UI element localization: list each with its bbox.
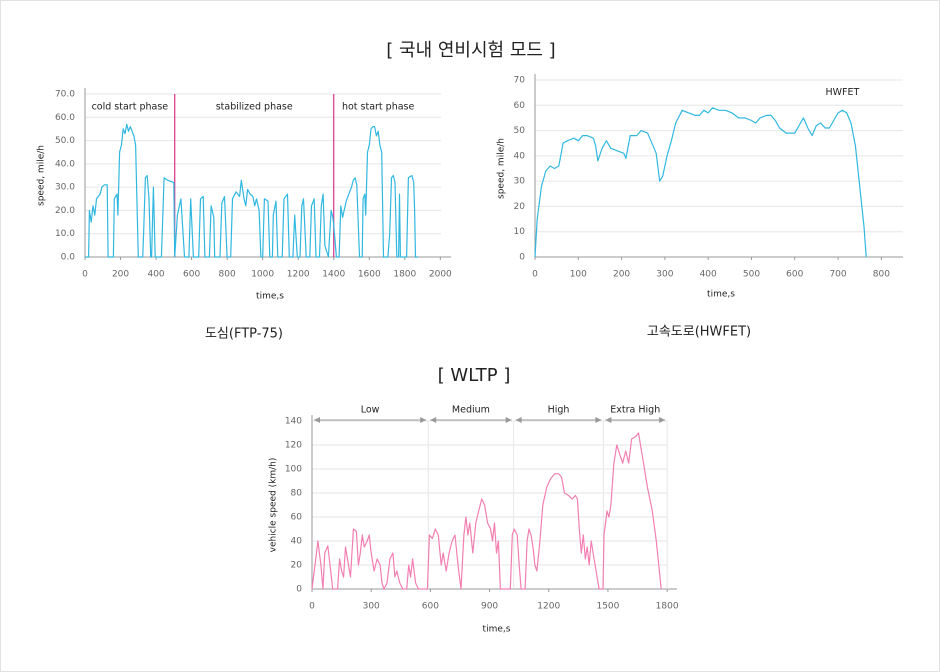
y-tick-label: 20 — [514, 202, 526, 212]
x-axis-label: time,s — [707, 290, 735, 300]
y-tick-label: 60 — [291, 513, 303, 523]
x-axis-label: time,s — [483, 625, 511, 635]
data-line — [534, 107, 867, 258]
y-axis-label: vehicle speed (km/h) — [269, 458, 279, 553]
arrow-head — [515, 417, 522, 423]
phase-label: Low — [361, 405, 380, 416]
x-tick-label: 800 — [219, 270, 236, 280]
x-tick-label: 0 — [532, 270, 538, 280]
y-tick-label: 50.0 — [55, 136, 75, 146]
x-tick-label: 1800 — [393, 270, 416, 280]
arrow-head — [595, 417, 602, 423]
y-tick-label: 30 — [514, 177, 526, 187]
x-tick-label: 200 — [112, 270, 129, 280]
phase-label: stabilized phase — [216, 102, 293, 113]
phase-label: cold start phase — [92, 102, 169, 113]
y-tick-label: 0 — [519, 253, 525, 263]
y-tick-label: 60.0 — [55, 113, 75, 123]
y-tick-label: 10.0 — [55, 229, 75, 239]
x-tick-label: 700 — [829, 270, 846, 280]
x-tick-label: 1200 — [287, 270, 310, 280]
y-tick-label: 30.0 — [55, 183, 75, 193]
x-tick-label: 0 — [309, 602, 315, 612]
chart-title: [ WLTP ] — [438, 365, 511, 386]
y-tick-label: 70.0 — [55, 90, 75, 100]
y-tick-label: 40 — [514, 151, 526, 161]
x-tick-label: 400 — [700, 270, 717, 280]
x-tick-label: 600 — [786, 270, 803, 280]
y-tick-label: 0.0 — [61, 253, 76, 263]
y-tick-label: 60 — [514, 101, 526, 111]
data-line — [311, 432, 662, 590]
y-tick-label: 100 — [285, 465, 302, 475]
x-axis-label: time,s — [256, 292, 284, 302]
phase-label: Medium — [452, 405, 490, 416]
x-tick-label: 300 — [656, 270, 673, 280]
y-tick-label: 70 — [514, 76, 526, 86]
y-tick-label: 20 — [291, 561, 303, 571]
arrow-head — [420, 417, 427, 423]
arrow-head — [605, 417, 612, 423]
arrow-head — [430, 417, 437, 423]
x-tick-label: 1000 — [251, 270, 274, 280]
y-tick-label: 40.0 — [55, 159, 75, 169]
phase-label: hot start phase — [342, 102, 415, 113]
x-tick-label: 500 — [743, 270, 760, 280]
heading: [ 국내 연비시험 모드 ] — [386, 40, 555, 61]
arrow-head — [314, 417, 320, 423]
x-tick-label: 200 — [613, 270, 630, 280]
y-tick-label: 140 — [285, 417, 302, 427]
x-tick-label: 2000 — [429, 270, 452, 280]
data-line — [85, 123, 419, 258]
annotation: HWFET — [825, 87, 859, 98]
x-tick-label: 900 — [481, 602, 498, 612]
x-tick-label: 1200 — [537, 602, 560, 612]
y-tick-label: 50 — [514, 126, 526, 136]
x-tick-label: 300 — [363, 602, 380, 612]
y-tick-label: 40 — [291, 537, 303, 547]
x-tick-label: 800 — [873, 270, 890, 280]
x-tick-label: 1400 — [322, 270, 345, 280]
arrow-head — [659, 417, 666, 423]
x-tick-label: 1800 — [656, 602, 679, 612]
phase-label: High — [548, 405, 570, 416]
x-tick-label: 1500 — [596, 602, 619, 612]
phase-label: Extra High — [610, 405, 660, 416]
y-axis-label: speed, mile/h — [497, 138, 507, 199]
x-tick-label: 0 — [82, 270, 88, 280]
x-tick-label: 400 — [147, 270, 164, 280]
chart-caption: 도심(FTP-75) — [205, 327, 283, 342]
y-tick-label: 120 — [285, 441, 302, 451]
y-tick-label: 0 — [296, 585, 302, 595]
chart-caption: 고속도로(HWFET) — [647, 325, 751, 340]
y-axis-label: speed, mile/h — [37, 145, 47, 206]
x-tick-label: 100 — [570, 270, 587, 280]
x-tick-label: 600 — [183, 270, 200, 280]
arrow-head — [505, 417, 512, 423]
y-tick-label: 80 — [291, 489, 303, 499]
x-tick-label: 1600 — [358, 270, 381, 280]
x-tick-label: 600 — [422, 602, 439, 612]
y-tick-label: 10 — [514, 227, 526, 237]
y-tick-label: 20.0 — [55, 206, 75, 216]
